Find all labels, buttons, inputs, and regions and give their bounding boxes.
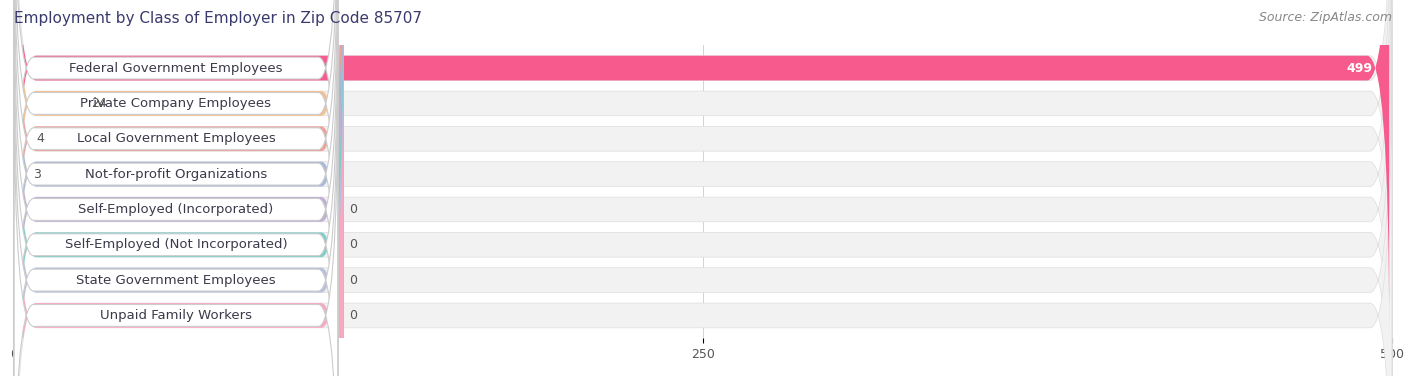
Text: Source: ZipAtlas.com: Source: ZipAtlas.com bbox=[1258, 11, 1392, 24]
FancyBboxPatch shape bbox=[14, 0, 343, 376]
FancyBboxPatch shape bbox=[14, 0, 1392, 338]
FancyBboxPatch shape bbox=[14, 0, 337, 376]
Text: Local Government Employees: Local Government Employees bbox=[76, 132, 276, 145]
FancyBboxPatch shape bbox=[14, 0, 343, 376]
FancyBboxPatch shape bbox=[14, 0, 337, 340]
FancyBboxPatch shape bbox=[14, 0, 1392, 376]
Text: Self-Employed (Incorporated): Self-Employed (Incorporated) bbox=[79, 203, 274, 216]
FancyBboxPatch shape bbox=[14, 10, 343, 376]
Text: 4: 4 bbox=[37, 132, 44, 145]
Text: 0: 0 bbox=[349, 238, 357, 251]
FancyBboxPatch shape bbox=[14, 8, 337, 376]
FancyBboxPatch shape bbox=[14, 0, 343, 374]
FancyBboxPatch shape bbox=[14, 45, 343, 376]
Text: State Government Employees: State Government Employees bbox=[76, 274, 276, 287]
FancyBboxPatch shape bbox=[14, 45, 1392, 376]
FancyBboxPatch shape bbox=[14, 0, 1392, 376]
FancyBboxPatch shape bbox=[14, 0, 1392, 374]
Text: Employment by Class of Employer in Zip Code 85707: Employment by Class of Employer in Zip C… bbox=[14, 11, 422, 26]
Text: 0: 0 bbox=[349, 203, 357, 216]
Text: 499: 499 bbox=[1347, 62, 1372, 74]
FancyBboxPatch shape bbox=[14, 44, 337, 376]
Text: Not-for-profit Organizations: Not-for-profit Organizations bbox=[84, 168, 267, 180]
FancyBboxPatch shape bbox=[14, 0, 337, 376]
Text: Unpaid Family Workers: Unpaid Family Workers bbox=[100, 309, 252, 322]
Text: Self-Employed (Not Incorporated): Self-Employed (Not Incorporated) bbox=[65, 238, 287, 251]
Text: 24: 24 bbox=[91, 97, 107, 110]
Text: Federal Government Employees: Federal Government Employees bbox=[69, 62, 283, 74]
FancyBboxPatch shape bbox=[14, 0, 1389, 338]
FancyBboxPatch shape bbox=[14, 0, 343, 376]
Text: 0: 0 bbox=[349, 309, 357, 322]
FancyBboxPatch shape bbox=[14, 0, 343, 376]
Text: 0: 0 bbox=[349, 274, 357, 287]
FancyBboxPatch shape bbox=[14, 0, 337, 375]
Text: 3: 3 bbox=[34, 168, 41, 180]
FancyBboxPatch shape bbox=[14, 0, 1392, 376]
FancyBboxPatch shape bbox=[14, 10, 1392, 376]
FancyBboxPatch shape bbox=[14, 0, 337, 305]
FancyBboxPatch shape bbox=[14, 0, 1392, 376]
FancyBboxPatch shape bbox=[14, 79, 337, 376]
Text: Private Company Employees: Private Company Employees bbox=[80, 97, 271, 110]
